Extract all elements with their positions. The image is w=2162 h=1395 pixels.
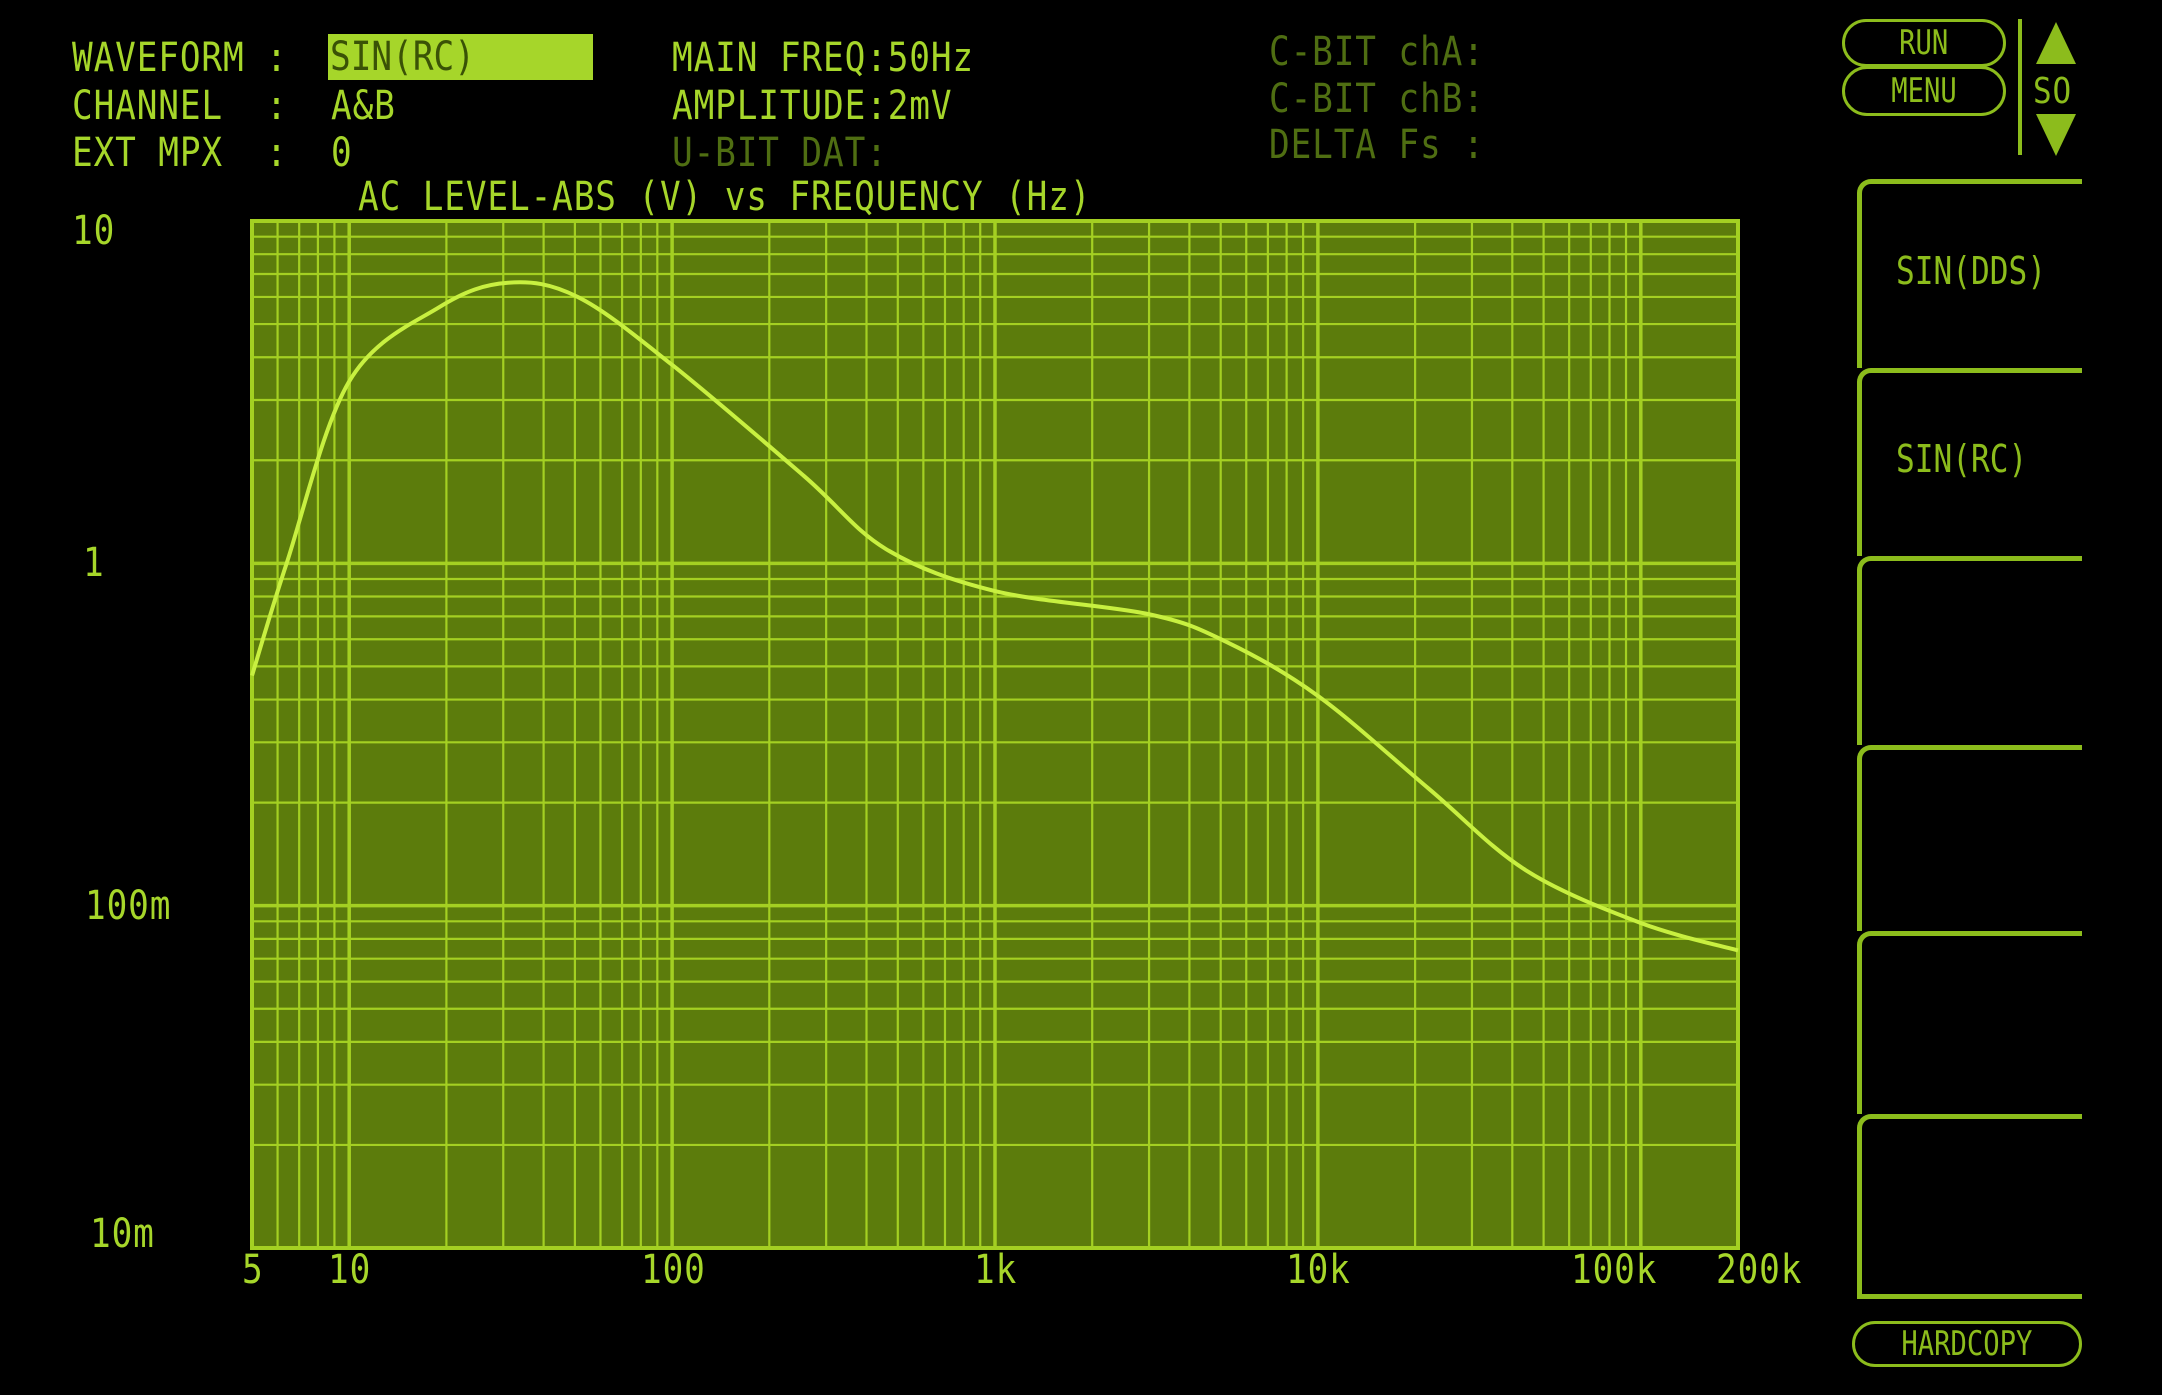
u-bit-dat: U-BIT DAT: [672, 130, 888, 176]
y-tick-label: 100m [85, 882, 172, 929]
channel-label: CHANNEL : [72, 83, 288, 129]
x-tick-label: 200k [1716, 1247, 1803, 1293]
ext-mpx-label: EXT MPX : [72, 130, 288, 176]
waveform-value: SIN(RC) [330, 34, 475, 80]
softkey-6[interactable] [1857, 1114, 2082, 1296]
y-tick-label: 10m [90, 1211, 155, 1257]
y-tick-label: 10 [72, 208, 116, 254]
chart-title: AC LEVEL-ABS (V) vs FREQUENCY (Hz) [358, 174, 1092, 220]
ext-mpx-value[interactable]: 0 [331, 130, 353, 176]
softkey-2[interactable]: SIN(RC) [1857, 368, 2082, 556]
softkey-label: SIN(RC) [1896, 437, 2028, 481]
scroll-down-icon[interactable] [2036, 114, 2076, 156]
x-tick-label: 100k [1570, 1247, 1658, 1293]
delta-fs: DELTA Fs : [1269, 122, 1485, 168]
softkey-5[interactable] [1857, 931, 2082, 1114]
x-tick-label: 1k [974, 1247, 1018, 1293]
waveform-value-field[interactable]: SIN(RC) [328, 34, 593, 80]
waveform-label: WAVEFORM : [72, 35, 288, 81]
menu-button[interactable]: MENU [1842, 66, 2006, 116]
hardcopy-button[interactable]: HARDCOPY [1852, 1321, 2082, 1367]
run-button[interactable]: RUN [1842, 19, 2006, 67]
softkey-3[interactable] [1857, 556, 2082, 745]
softkey-4[interactable] [1857, 745, 2082, 931]
amplitude: AMPLITUDE:2mV [672, 83, 953, 129]
x-tick-label: 10k [1286, 1247, 1352, 1293]
scroll-divider [2018, 19, 2022, 155]
x-tick-label: 10 [328, 1247, 372, 1293]
x-tick-label: 100 [640, 1247, 706, 1293]
y-tick-label: 1 [83, 540, 105, 587]
softkey-bottom-line [1857, 1294, 2082, 1299]
scroll-label: SO [2033, 71, 2073, 112]
main-freq: MAIN FREQ:50Hz [672, 35, 974, 81]
softkey-1[interactable]: SIN(DDS) [1857, 179, 2082, 368]
trace-line [250, 280, 1739, 953]
scroll-up-icon[interactable] [2036, 22, 2076, 64]
c-bit-cha: C-BIT chA: [1269, 29, 1485, 75]
channel-value[interactable]: A&B [331, 83, 396, 129]
x-tick-label: 5 [241, 1247, 264, 1293]
softkey-label: SIN(DDS) [1896, 248, 2047, 293]
c-bit-chb: C-BIT chB: [1269, 76, 1485, 122]
